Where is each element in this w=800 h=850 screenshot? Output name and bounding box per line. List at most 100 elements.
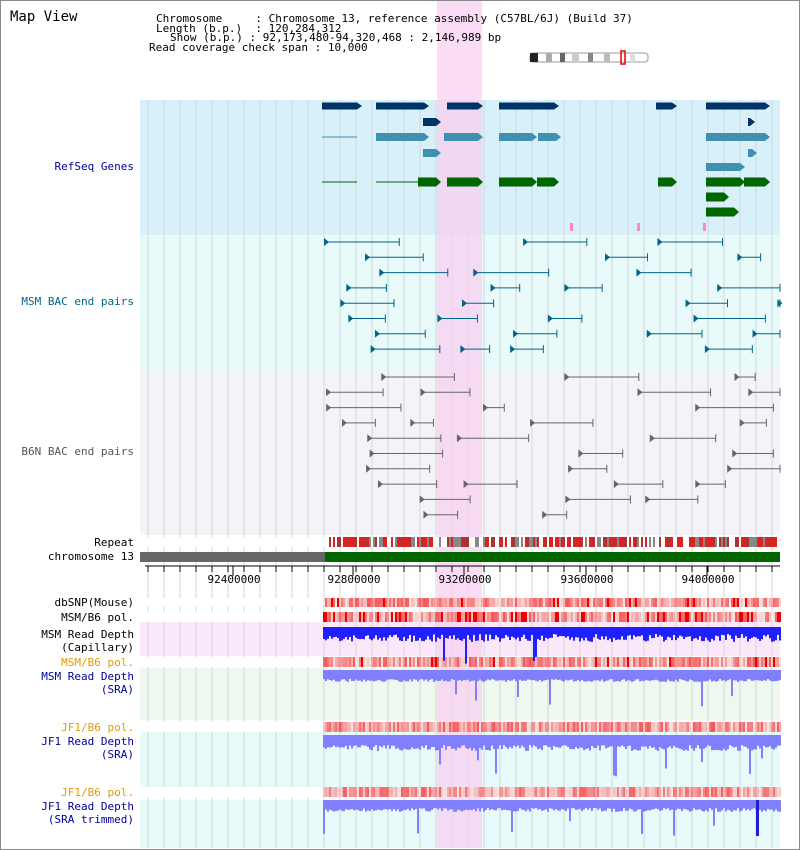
read-depth-bar [685, 670, 687, 682]
poly-strip-cell [407, 722, 409, 732]
read-depth-bar [665, 670, 667, 682]
read-depth-bar [705, 800, 707, 811]
poly-strip-cell [567, 787, 569, 797]
poly-strip-cell [673, 612, 675, 622]
read-depth-bar [395, 627, 397, 635]
read-depth-bar [535, 627, 537, 657]
read-depth-bar [629, 735, 631, 746]
read-depth-bar [693, 627, 695, 639]
read-depth-bar [465, 735, 467, 748]
read-depth-bar [431, 670, 433, 680]
read-depth-bar [417, 735, 419, 749]
read-depth-bar [597, 670, 599, 681]
repeat-segment [475, 537, 477, 547]
track-label-repeat[interactable]: Repeat [94, 536, 134, 549]
track-label-chromosome[interactable]: chromosome 13 [47, 550, 134, 563]
track-label-msm-depth-cap[interactable]: MSM Read Depth [41, 628, 134, 641]
poly-strip-cell [427, 657, 429, 667]
poly-strip-cell [351, 787, 353, 797]
repeat-segment [599, 537, 601, 547]
poly-strip-cell [615, 598, 617, 607]
poly-strip-cell [329, 657, 331, 667]
track-label-jf1-depth-trim[interactable]: JF1 Read Depth [41, 800, 134, 813]
read-depth-bar [463, 627, 465, 639]
read-depth-bar [537, 670, 539, 682]
read-depth-bar [627, 735, 629, 747]
track-label-b6n-bac[interactable]: B6N BAC end pairs [21, 445, 134, 458]
track-label-msm-b6-pol-2[interactable]: MSM/B6 pol. [61, 656, 134, 669]
read-depth-bar [407, 627, 409, 639]
poly-strip-cell [421, 598, 423, 607]
poly-strip-cell [405, 598, 407, 607]
poly-strip-cell [383, 787, 385, 797]
read-depth-bar [741, 735, 743, 746]
poly-strip-cell [397, 598, 399, 607]
repeat-segment [329, 537, 331, 547]
poly-strip-cell [583, 787, 585, 797]
poly-strip-cell [621, 598, 623, 607]
track-label-jf1-b6-pol-1[interactable]: JF1/B6 pol. [61, 721, 134, 734]
read-depth-bar [761, 627, 763, 640]
read-depth-bar [473, 735, 475, 749]
read-depth-bar [361, 800, 363, 811]
read-depth-bar [449, 800, 451, 810]
poly-strip-cell [571, 787, 573, 797]
poly-strip-cell [587, 612, 589, 622]
repeat-segment [675, 537, 677, 547]
poly-strip-cell [453, 657, 455, 667]
poly-strip-cell [517, 787, 519, 797]
axis-tick-label: 93200000 [439, 573, 492, 586]
track-label-jf1-b6-pol-2[interactable]: JF1/B6 pol. [61, 786, 134, 799]
read-depth-bar [767, 627, 769, 635]
track-label-msm-b6-pol-1[interactable]: MSM/B6 pol. [61, 611, 134, 624]
read-depth-bar [367, 800, 369, 811]
track-label-msm-bac[interactable]: MSM BAC end pairs [21, 295, 134, 308]
repeat-segment [365, 537, 367, 547]
track-label-dbsnp[interactable]: dbSNP(Mouse) [54, 596, 134, 609]
poly-strip-cell [449, 598, 451, 607]
read-depth-bar [669, 800, 671, 811]
poly-strip-cell [329, 612, 331, 622]
read-depth-bar [341, 627, 343, 641]
poly-strip-cell [457, 722, 459, 732]
poly-strip-cell [325, 598, 327, 607]
repeat-segment [333, 537, 335, 547]
poly-strip-cell [745, 657, 747, 667]
poly-strip-cell [511, 787, 513, 797]
poly-strip-cell [623, 598, 625, 607]
poly-strip-cell [555, 657, 557, 667]
read-depth-bar [581, 800, 583, 812]
track-label-jf1-depth-sra-sub: (SRA) [100, 748, 134, 761]
read-depth-bar [633, 735, 635, 750]
read-depth-bar [379, 670, 381, 681]
read-depth-bar [601, 735, 603, 746]
read-depth-bar [701, 735, 703, 763]
poly-strip-cell [619, 598, 621, 607]
track-label-refseq[interactable]: RefSeq Genes [54, 160, 134, 173]
poly-strip-cell [663, 722, 665, 732]
poly-strip-cell [721, 657, 723, 667]
read-depth-bar [577, 627, 579, 638]
repeat-segment [573, 537, 575, 547]
poly-strip-cell [655, 598, 657, 607]
poly-strip-cell [627, 598, 629, 607]
poly-strip-cell [641, 722, 643, 732]
poly-strip-cell [467, 722, 469, 732]
poly-strip-cell [443, 787, 445, 797]
read-depth-bar [505, 670, 507, 682]
poly-strip-cell [473, 722, 475, 732]
read-depth-bar [565, 627, 567, 638]
poly-strip-cell [583, 722, 585, 732]
read-depth-bar [711, 627, 713, 639]
poly-strip-cell [417, 722, 419, 732]
poly-strip-cell [589, 612, 591, 622]
read-depth-bar [715, 627, 717, 636]
repeat-segment [441, 537, 443, 547]
poly-strip-cell [741, 657, 743, 667]
bac-end-arrow [324, 238, 330, 246]
track-label-jf1-depth-sra[interactable]: JF1 Read Depth [41, 735, 134, 748]
track-label-msm-depth-sra[interactable]: MSM Read Depth [41, 670, 134, 683]
bac-end-arrow [379, 268, 385, 277]
read-depth-bar [601, 670, 603, 680]
poly-strip-cell [717, 657, 719, 667]
